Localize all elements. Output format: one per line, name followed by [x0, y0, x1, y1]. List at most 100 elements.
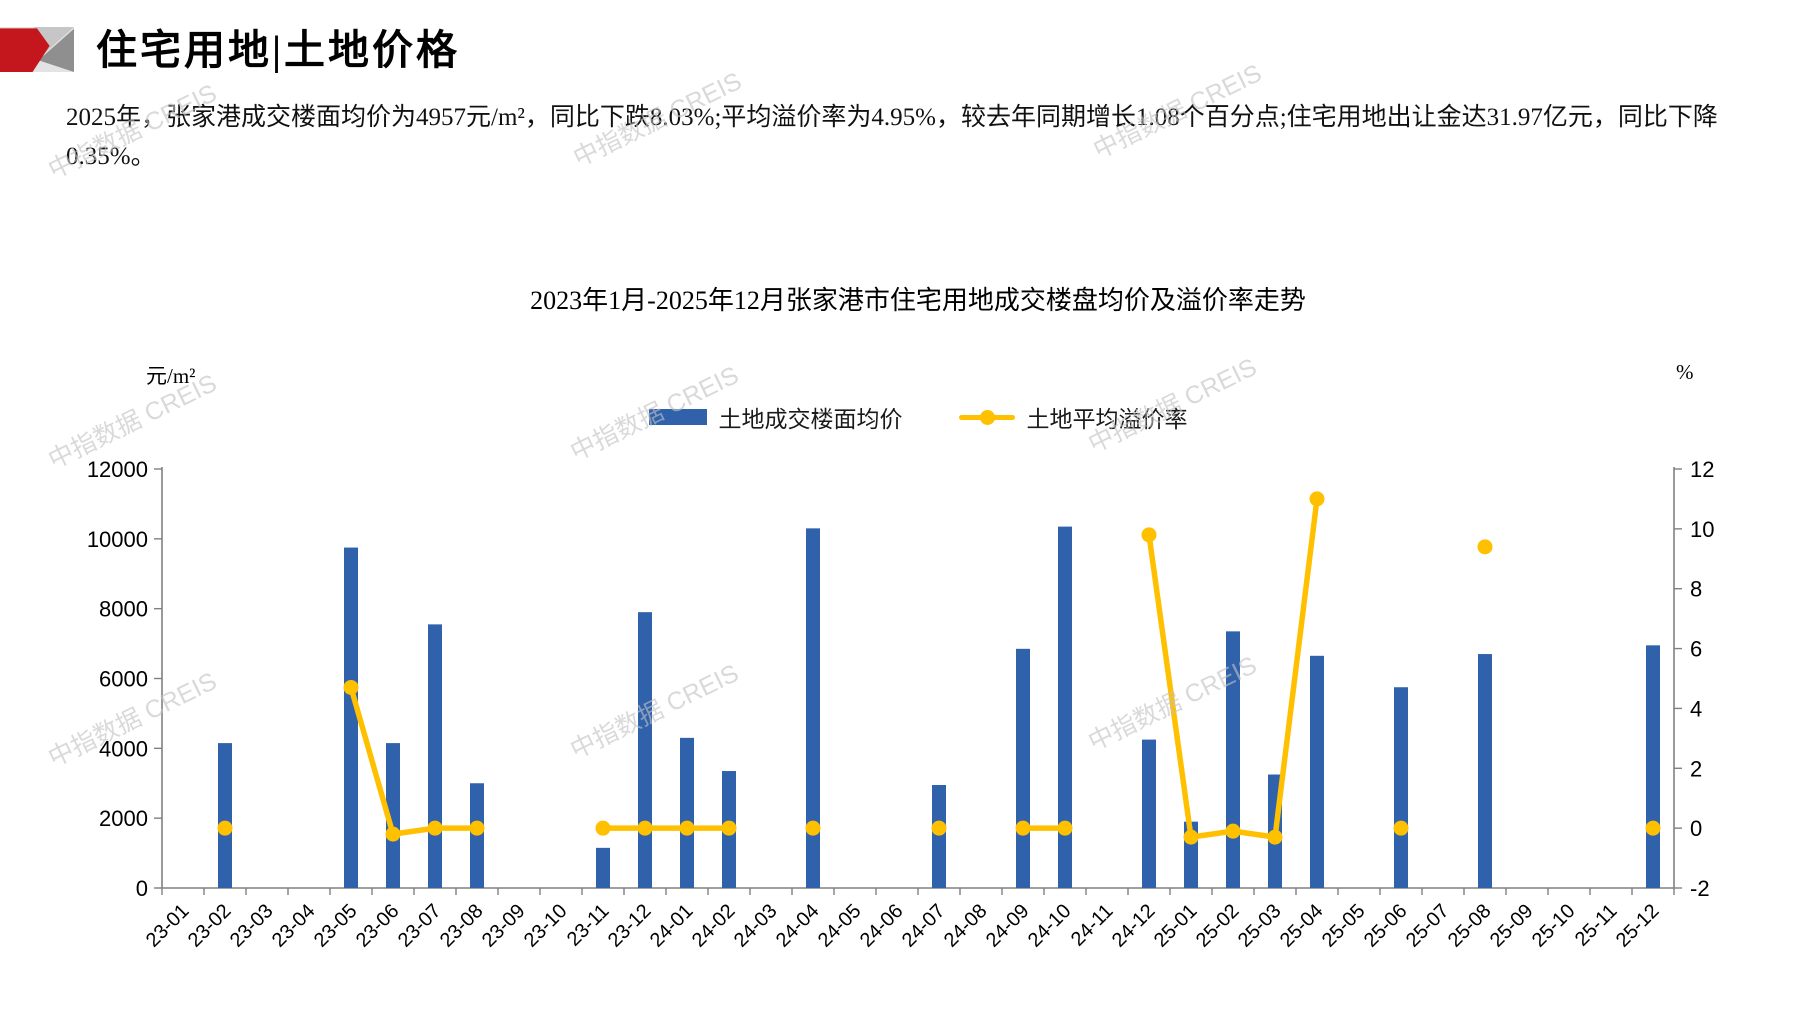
x-axis-label: 25-06 [1360, 900, 1412, 952]
x-axis-label: 25-09 [1486, 900, 1538, 952]
x-axis-label: 25-12 [1612, 900, 1664, 952]
x-axis-label: 24-05 [814, 900, 866, 952]
premium-point [1267, 829, 1283, 845]
premium-point [637, 820, 653, 836]
premium-point [721, 820, 737, 836]
creis-logo [0, 27, 74, 72]
right-axis-tick-label: -2 [1690, 876, 1710, 901]
x-axis-label: 25-10 [1528, 900, 1580, 952]
x-axis-label: 25-04 [1276, 900, 1328, 952]
x-axis-label: 23-09 [478, 900, 530, 952]
bar [1310, 655, 1324, 888]
line-series-dot-icon [979, 409, 995, 425]
right-axis-unit: % [1676, 360, 1694, 384]
right-axis-tick-label: 12 [1690, 457, 1714, 482]
legend-item-line: 土地平均溢价率 [958, 400, 1188, 434]
bar [932, 784, 946, 888]
premium-point [1015, 820, 1031, 836]
bar [1226, 631, 1240, 888]
right-axis-tick-label: 4 [1690, 696, 1702, 721]
right-axis-tick-label: 10 [1690, 517, 1714, 542]
legend-bar-label: 土地成交楼面均价 [718, 407, 903, 432]
x-axis-label: 23-11 [563, 900, 614, 951]
x-axis-label: 23-04 [268, 900, 320, 952]
x-axis-label: 24-01 [646, 900, 698, 952]
x-axis-label: 25-11 [1571, 900, 1622, 951]
premium-point [1057, 820, 1073, 836]
bar [386, 743, 400, 888]
premium-point [1645, 820, 1661, 836]
bar [218, 743, 232, 888]
premium-point [217, 820, 233, 836]
x-axis-label: 24-04 [772, 900, 824, 952]
x-axis-label: 24-07 [898, 900, 950, 952]
x-axis-label: 23-01 [142, 900, 194, 952]
bar-series [218, 526, 1660, 888]
chart-legend: 土地成交楼面均价 土地平均溢价率 [162, 400, 1674, 434]
bar [680, 737, 694, 888]
premium-point [427, 820, 443, 836]
x-axis-label: 24-09 [982, 900, 1034, 952]
left-axis-tick-label: 6000 [99, 667, 148, 692]
left-axis-tick-label: 8000 [99, 597, 148, 622]
x-axis-label: 24-08 [940, 900, 992, 952]
premium-point [931, 820, 947, 836]
left-axis-tick-label: 12000 [87, 457, 148, 482]
premium-point [1225, 823, 1241, 839]
intro-text: 2025年，张家港成交楼面均价为4957元/m²，同比下跌8.03%;平均溢价率… [66, 104, 1718, 170]
x-axis-label: 25-01 [1150, 900, 1202, 952]
x-axis-label: 23-06 [352, 900, 404, 952]
premium-point [805, 820, 821, 836]
x-axis-label: 24-12 [1108, 900, 1160, 952]
bar [806, 528, 820, 888]
legend-line-label: 土地平均溢价率 [1026, 407, 1188, 432]
x-axis-label: 24-11 [1067, 900, 1118, 951]
bar [638, 612, 652, 888]
premium-point [385, 826, 401, 842]
x-axis-label: 24-03 [730, 900, 782, 952]
x-axis-label: 23-10 [520, 900, 572, 952]
x-axis-label: 24-02 [688, 900, 740, 952]
x-axis-label: 25-07 [1402, 900, 1454, 952]
bar [1394, 687, 1408, 888]
right-axis-tick-label: 2 [1690, 756, 1702, 781]
x-axis-label: 25-05 [1318, 900, 1370, 952]
chart-title: 2023年1月-2025年12月张家港市住宅用地成交楼盘均价及溢价率走势 [530, 286, 1306, 315]
premium-point [1141, 527, 1157, 543]
x-axis-label: 23-08 [436, 900, 488, 952]
x-axis-label: 23-07 [394, 900, 446, 952]
page-title: 住宅用地|土地价格 [96, 27, 461, 73]
right-axis-tick-label: 6 [1690, 637, 1702, 662]
legend-item-bar: 土地成交楼面均价 [648, 400, 903, 434]
premium-point [469, 820, 485, 836]
x-axis-label: 23-02 [184, 900, 236, 952]
bar [1646, 645, 1660, 888]
bar [344, 547, 358, 888]
x-axis-label: 25-03 [1234, 900, 1286, 952]
left-axis-tick-label: 4000 [99, 736, 148, 761]
bar-series-swatch [648, 409, 707, 425]
x-axis-label: 23-12 [604, 900, 656, 952]
left-axis-tick-label: 2000 [99, 806, 148, 831]
premium-point [1477, 539, 1493, 555]
premium-point [1183, 829, 1199, 845]
x-axis-label: 23-03 [226, 900, 278, 952]
premium-point [679, 820, 695, 836]
bar [1142, 739, 1156, 888]
premium-point [1309, 491, 1325, 507]
premium-point [595, 820, 611, 836]
bar [1016, 648, 1030, 888]
bar [1058, 526, 1072, 888]
right-axis-tick-label: 8 [1690, 577, 1702, 602]
premium-line-series [217, 491, 1661, 845]
left-axis-tick-label: 10000 [87, 527, 148, 552]
line-series-swatch [958, 409, 1015, 425]
premium-line-segment [348, 684, 480, 837]
bar [596, 847, 610, 888]
x-axis-label: 25-02 [1192, 900, 1244, 952]
right-axis-tick-label: 0 [1690, 816, 1702, 841]
left-axis-unit: 元/m² [146, 364, 196, 388]
x-axis-label: 24-06 [856, 900, 908, 952]
